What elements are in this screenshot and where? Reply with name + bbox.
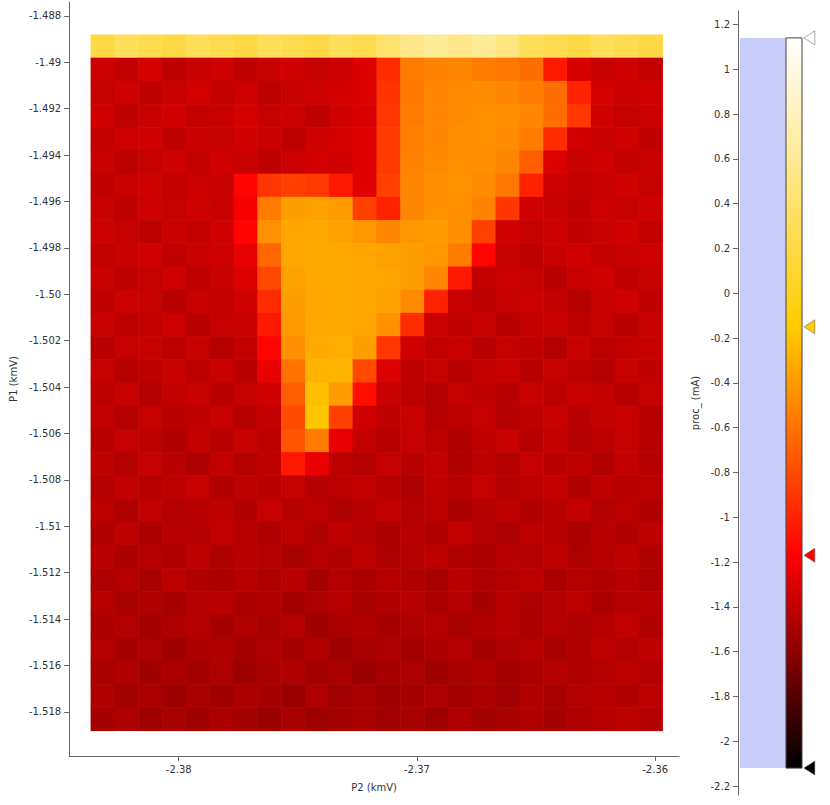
svg-text:1: 1 — [724, 64, 730, 75]
svg-text:-1.514: -1.514 — [29, 614, 61, 625]
svg-text:-2.2: -2.2 — [710, 781, 730, 792]
svg-text:-1.512: -1.512 — [29, 567, 61, 578]
svg-text:-1.50: -1.50 — [35, 289, 61, 300]
svg-text:proc_ (mA): proc_ (mA) — [690, 376, 702, 431]
svg-text:-1.504: -1.504 — [29, 382, 61, 393]
svg-text:-1.2: -1.2 — [710, 557, 730, 568]
svg-text:P1 (kmV): P1 (kmV) — [8, 356, 19, 402]
svg-text:-1.506: -1.506 — [29, 428, 61, 439]
svg-text:-1.496: -1.496 — [29, 196, 61, 207]
svg-text:-1.492: -1.492 — [29, 103, 61, 114]
svg-text:P2 (kmV): P2 (kmV) — [351, 782, 397, 793]
svg-text:-2.36: -2.36 — [642, 764, 668, 775]
svg-text:-1.508: -1.508 — [29, 474, 61, 485]
svg-text:-0.8: -0.8 — [710, 467, 730, 478]
svg-text:-0.4: -0.4 — [710, 377, 730, 388]
svg-text:-1.494: -1.494 — [29, 150, 61, 161]
svg-text:-1.518: -1.518 — [29, 706, 61, 717]
svg-text:-1.498: -1.498 — [29, 242, 61, 253]
svg-text:-2.37: -2.37 — [404, 764, 430, 775]
svg-text:-1.51: -1.51 — [35, 521, 61, 532]
svg-text:0.8: 0.8 — [714, 109, 730, 120]
svg-text:-1.6: -1.6 — [710, 646, 730, 657]
svg-text:-2.38: -2.38 — [166, 764, 192, 775]
svg-text:-1.8: -1.8 — [710, 691, 730, 702]
svg-text:0.2: 0.2 — [714, 243, 730, 254]
svg-text:0.4: 0.4 — [714, 198, 730, 209]
svg-text:-1.516: -1.516 — [29, 660, 61, 671]
svg-text:-1.502: -1.502 — [29, 335, 61, 346]
svg-text:0.6: 0.6 — [714, 153, 730, 164]
svg-text:-1.49: -1.49 — [35, 57, 61, 68]
svg-text:-0.6: -0.6 — [710, 422, 730, 433]
svg-text:-1: -1 — [720, 512, 730, 523]
svg-text:-2: -2 — [720, 736, 730, 747]
svg-text:-1.488: -1.488 — [29, 10, 61, 21]
svg-text:1.2: 1.2 — [714, 19, 730, 30]
svg-text:-1.4: -1.4 — [710, 601, 730, 612]
svg-text:0: 0 — [724, 288, 730, 299]
svg-text:-0.2: -0.2 — [710, 333, 730, 344]
